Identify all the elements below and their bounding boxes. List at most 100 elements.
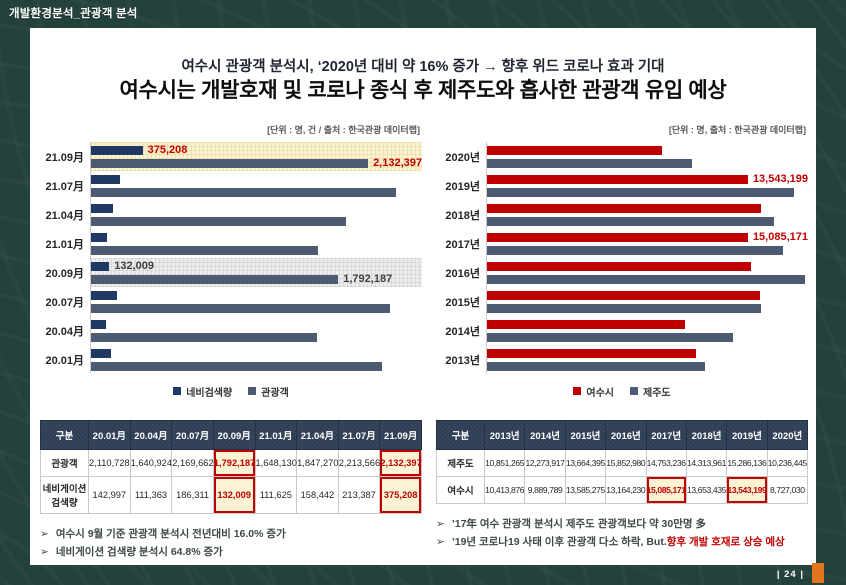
chart-row-bars bbox=[90, 287, 422, 316]
chart-row: 21.01月 bbox=[40, 229, 422, 258]
yearly-bar-chart: 2020년 2019년 13,543,199 2018년 2017년 15,085,171… bbox=[436, 142, 808, 374]
table-cell: 15,085,171 bbox=[645, 476, 687, 504]
category-label: 21.09月 bbox=[45, 151, 84, 164]
chart-row-bars bbox=[486, 345, 808, 374]
table-header-cell: 2015년 bbox=[564, 420, 607, 450]
legend-label: 네비검색량 bbox=[186, 387, 233, 399]
bullet-arrow-icon: ➢ bbox=[40, 528, 49, 540]
bullet-item: ➢ 여수시 9월 기준 관광객 분석시 전년대비 16.0% 증가 bbox=[40, 525, 422, 543]
table-header-cell: 20.04月 bbox=[129, 420, 173, 450]
chart-row: 2015년 bbox=[436, 287, 808, 316]
monthly-analysis-section: [단위 : 명, 건 / 출처 : 한국관광 데이터랩] 21.09月 375,2… bbox=[40, 123, 422, 561]
bar-value-label: 1,792,187 bbox=[343, 272, 393, 285]
category-label: 21.07月 bbox=[45, 180, 84, 193]
table-cell: 142,997 bbox=[88, 476, 131, 514]
bar-line: 13,543,199 bbox=[487, 173, 808, 185]
table-cell: 13,585,275 bbox=[564, 476, 607, 504]
bar-line bbox=[487, 144, 808, 156]
table-row: 여수시 10,413,876 9,889,789 13,585,275 13,164,2… bbox=[436, 476, 809, 504]
table-cell: 1,640,924 bbox=[129, 449, 173, 477]
table-cell: 13,653,435 bbox=[685, 476, 728, 504]
chart-bar bbox=[91, 187, 397, 197]
category-label: 2017년 bbox=[445, 238, 480, 251]
left-bullet-list: ➢ 여수시 9월 기준 관광객 분석시 전년대비 16.0% 증가 ➢ 네비게이션 검… bbox=[40, 525, 422, 561]
legend-label: 여수시 bbox=[586, 387, 614, 399]
bullet-arrow-icon: ➢ bbox=[436, 518, 445, 530]
table-row-label: 관광객 bbox=[40, 449, 89, 477]
chart-bar bbox=[91, 174, 121, 184]
table-cell: 111,625 bbox=[254, 476, 298, 514]
table-cell: 9,889,789 bbox=[524, 476, 566, 504]
legend-swatch-icon bbox=[573, 387, 582, 395]
table-header-cell: 20.01月 bbox=[88, 420, 131, 450]
bullet-item: ➢ ’17年 여수 관광객 분석시 제주도 관광객보다 약 30만명 多 bbox=[436, 515, 808, 533]
bullet-text-red: 향후 개발 호재로 상승 예상 bbox=[666, 536, 785, 548]
chart-bar bbox=[487, 203, 761, 213]
chart-row-bars bbox=[90, 229, 422, 258]
bar-line bbox=[91, 202, 422, 214]
chart-bar bbox=[487, 232, 748, 242]
content-panel: 여수시 관광객 분석시, ‘2020년 대비 약 16% 증가 → 향후 위드 … bbox=[30, 28, 816, 565]
right-chart-unit-label: [단위 : 명, 출처 : 한국관광 데이터랩] bbox=[668, 125, 806, 135]
chart-row-bars: 132,009 1,792,187 bbox=[90, 258, 422, 287]
table-cell: 158,442 bbox=[296, 476, 339, 514]
footer-accent-block bbox=[812, 563, 824, 583]
category-label: 21.04月 bbox=[45, 209, 84, 222]
table-cell: 10,236,445 bbox=[766, 449, 809, 477]
bar-value-label: 15,085,171 bbox=[752, 230, 808, 243]
table-row-label: 네비게이션 검색량 bbox=[40, 476, 89, 514]
chart-bar bbox=[487, 261, 752, 271]
table-header-cell: 21.09月 bbox=[379, 420, 422, 450]
table-header-cell: 21.04月 bbox=[296, 420, 339, 450]
table-cell: 2,132,397 bbox=[379, 449, 422, 477]
table-cell: 213,387 bbox=[337, 476, 381, 514]
table-cell: 13,543,199 bbox=[726, 476, 768, 504]
table-header-cell: 2020년 bbox=[766, 420, 809, 450]
chart-bar bbox=[487, 290, 760, 300]
chart-row: 21.04月 bbox=[40, 200, 422, 229]
bullet-item: ➢ ’19년 코로나19 사태 이후 관광객 다소 하락, But.향후 개발 호… bbox=[436, 533, 808, 551]
chart-bar bbox=[91, 216, 346, 226]
page-number: | 24 | bbox=[776, 569, 804, 580]
chart-bar bbox=[487, 158, 693, 168]
table-cell: 1,847,270 bbox=[296, 449, 339, 477]
chart-row-bars bbox=[486, 287, 808, 316]
table-cell: 15,852,980 bbox=[605, 449, 647, 477]
slide-header-title: 개발환경분석_관광객 분석 bbox=[9, 8, 138, 20]
category-label: 2018년 bbox=[445, 209, 480, 222]
chart-bar bbox=[487, 274, 806, 284]
chart-row-bars: 375,208 2,132,397 bbox=[90, 142, 422, 171]
bullet-arrow-icon: ➢ bbox=[40, 546, 49, 558]
legend-item: 관광객 bbox=[248, 384, 289, 399]
chart-bar bbox=[91, 290, 117, 300]
chart-bar bbox=[91, 348, 111, 358]
chart-row-bars bbox=[90, 316, 422, 345]
chart-bar bbox=[91, 232, 107, 242]
table-header-cell: 2016년 bbox=[605, 420, 647, 450]
table-row: 관광객 2,110,728 1,640,924 2,169,662 1,792,187 1… bbox=[40, 449, 422, 477]
chart-row-bars bbox=[486, 316, 808, 345]
table-cell: 1,792,187 bbox=[212, 449, 256, 477]
table-row: 네비게이션 검색량 142,997 111,363 186,311 132,009 111… bbox=[40, 476, 422, 514]
bar-line: 15,085,171 bbox=[487, 231, 808, 243]
table-header-cell: 구분 bbox=[436, 420, 485, 450]
legend-swatch-icon bbox=[248, 387, 257, 395]
legend-label: 제주도 bbox=[643, 387, 671, 399]
table-cell: 132,009 bbox=[212, 476, 256, 514]
monthly-data-table: 구분 20.01月 20.04月 20.07月 20.09月 21.01月 21.04月 21… bbox=[40, 420, 422, 514]
bar-line: 1,792,187 bbox=[91, 273, 422, 285]
chart-row: 20.01月 bbox=[40, 345, 422, 374]
chart-row-bars: 13,543,199 bbox=[486, 171, 808, 200]
chart-row-bars: 15,085,171 bbox=[486, 229, 808, 258]
table-cell: 2,213,566 bbox=[337, 449, 381, 477]
bar-line bbox=[487, 289, 808, 301]
category-label: 20.01月 bbox=[45, 354, 84, 367]
bar-line bbox=[487, 157, 808, 169]
category-label: 2020년 bbox=[445, 151, 480, 164]
chart-row-bars bbox=[486, 200, 808, 229]
bar-line bbox=[487, 186, 808, 198]
table-header-cell: 20.07月 bbox=[171, 420, 214, 450]
bar-line bbox=[91, 347, 422, 359]
legend-swatch-icon bbox=[173, 387, 182, 395]
chart-row-bars bbox=[90, 171, 422, 200]
